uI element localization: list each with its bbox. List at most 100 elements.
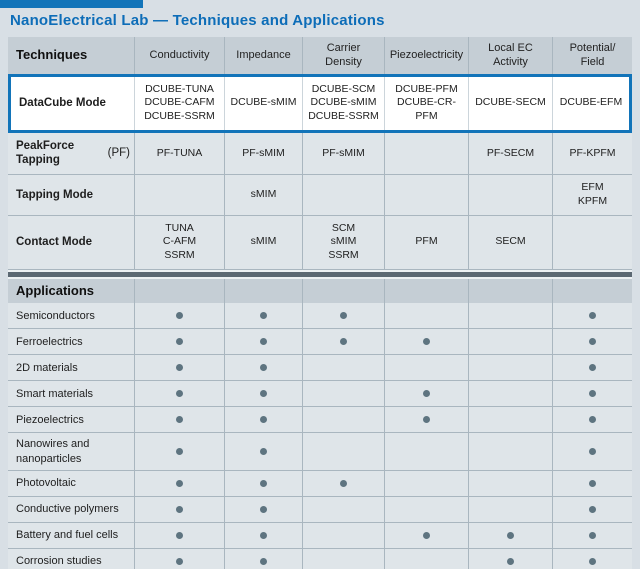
column-header-potential-field: Potential/ Field: [552, 37, 632, 74]
technique-cell-piezoelectricity: DCUBE-PFM DCUBE-CR-PFM: [384, 76, 468, 130]
application-cell-local-ec-activity: [468, 329, 552, 355]
application-cell-conductivity: [134, 355, 224, 381]
application-cell-local-ec-activity: [468, 355, 552, 381]
application-cell-impedance: [224, 329, 302, 355]
applications-header-spacer: [134, 278, 224, 304]
technique-cell-carrier-density: SCM sMIM SSRM: [302, 215, 384, 269]
technique-cell-carrier-density: [302, 175, 384, 215]
application-cell-conductivity: [134, 433, 224, 471]
application-row: Ferroelectrics: [8, 329, 632, 356]
technique-cell-carrier-density: PF-sMIM: [302, 132, 384, 175]
dot-marker: [589, 506, 596, 514]
application-cell-piezoelectricity: [384, 355, 468, 381]
application-label: Semiconductors: [16, 309, 95, 322]
technique-label: Contact Mode: [8, 216, 134, 269]
technique-cell-impedance: sMIM: [224, 175, 302, 215]
application-cell-potential-field: [552, 523, 632, 549]
technique-row: PeakForce Tapping (PF) PF-TUNA PF-sMIM P…: [8, 132, 632, 176]
dot-marker: [176, 338, 183, 346]
application-cell-local-ec-activity: [468, 433, 552, 471]
application-cell-local-ec-activity: [468, 471, 552, 497]
dot-marker: [176, 532, 183, 540]
application-cell-potential-field: [552, 355, 632, 381]
application-cell-carrier-density: [302, 523, 384, 549]
application-cell-carrier-density: [302, 355, 384, 381]
application-cell-potential-field: [552, 407, 632, 433]
application-cell-piezoelectricity: [384, 381, 468, 407]
application-cell-carrier-density: [302, 381, 384, 407]
application-cell-piezoelectricity: [384, 303, 468, 329]
applications-section-header: Applications: [16, 282, 95, 298]
dot-marker: [423, 532, 430, 540]
dot-marker: [423, 390, 430, 398]
dot-marker: [589, 312, 596, 320]
dot-marker: [260, 506, 267, 514]
application-label: Piezoelectrics: [16, 413, 84, 426]
technique-cell-impedance: PF-sMIM: [224, 132, 302, 175]
applications-header-spacer: [384, 278, 468, 304]
application-cell-impedance: [224, 549, 302, 569]
application-cell-potential-field: [552, 471, 632, 497]
application-cell-potential-field: [552, 549, 632, 569]
dot-marker: [507, 532, 514, 540]
application-cell-conductivity: [134, 497, 224, 523]
section-divider-bar: [8, 269, 632, 279]
application-cell-carrier-density: [302, 497, 384, 523]
application-cell-impedance: [224, 523, 302, 549]
application-cell-carrier-density: [302, 471, 384, 497]
technique-cell-impedance: sMIM: [224, 215, 302, 269]
application-cell-conductivity: [134, 523, 224, 549]
dot-marker: [176, 416, 183, 424]
application-row: Smart materials: [8, 381, 632, 408]
dot-marker: [260, 390, 267, 398]
technique-cell-potential-field: [552, 215, 632, 269]
application-cell-carrier-density: [302, 329, 384, 355]
technique-cell-piezoelectricity: [384, 175, 468, 215]
technique-label: DataCube Mode: [11, 77, 134, 130]
dot-marker: [340, 312, 347, 320]
dot-marker: [340, 480, 347, 488]
dot-marker: [589, 480, 596, 488]
application-cell-conductivity: [134, 303, 224, 329]
column-header-piezoelectricity: Piezoelectricity: [384, 37, 468, 74]
technique-cell-conductivity: TUNA C-AFM SSRM: [134, 215, 224, 269]
technique-cell-piezoelectricity: [384, 132, 468, 175]
technique-cell-conductivity: PF-TUNA: [134, 132, 224, 175]
technique-cell-local-ec-activity: DCUBE-SECM: [468, 76, 552, 130]
application-cell-carrier-density: [302, 407, 384, 433]
application-cell-local-ec-activity: [468, 549, 552, 569]
application-cell-impedance: [224, 471, 302, 497]
application-cell-conductivity: [134, 471, 224, 497]
dot-marker: [260, 558, 267, 566]
technique-cell-local-ec-activity: [468, 175, 552, 215]
application-cell-impedance: [224, 355, 302, 381]
application-label: Corrosion studies: [16, 555, 102, 568]
application-cell-piezoelectricity: [384, 471, 468, 497]
application-cell-conductivity: [134, 407, 224, 433]
dot-marker: [589, 390, 596, 398]
dot-marker: [260, 416, 267, 424]
application-label: Ferroelectrics: [16, 335, 83, 348]
application-label: 2D materials: [16, 361, 78, 374]
application-label: Nanowires and nanoparticles: [16, 438, 90, 465]
technique-cell-local-ec-activity: PF-SECM: [468, 132, 552, 175]
application-cell-impedance: [224, 407, 302, 433]
application-cell-piezoelectricity: [384, 433, 468, 471]
column-header-carrier-density: Carrier Density: [302, 37, 384, 74]
application-cell-carrier-density: [302, 549, 384, 569]
technique-cell-carrier-density: DCUBE-SCM DCUBE-sMIM DCUBE-SSRM: [302, 76, 384, 130]
application-cell-potential-field: [552, 303, 632, 329]
dot-marker: [176, 506, 183, 514]
applications-header-row: Applications: [8, 278, 632, 304]
application-cell-piezoelectricity: [384, 549, 468, 569]
technique-label-suffix: (PF): [104, 146, 130, 159]
applications-header-spacer: [302, 278, 384, 304]
technique-cell-local-ec-activity: SECM: [468, 215, 552, 269]
techniques-section-header: Techniques: [16, 46, 88, 62]
application-cell-impedance: [224, 303, 302, 329]
application-cell-impedance: [224, 381, 302, 407]
technique-cell-potential-field: EFM KPFM: [552, 175, 632, 215]
application-cell-potential-field: [552, 497, 632, 523]
dot-marker: [176, 448, 183, 456]
